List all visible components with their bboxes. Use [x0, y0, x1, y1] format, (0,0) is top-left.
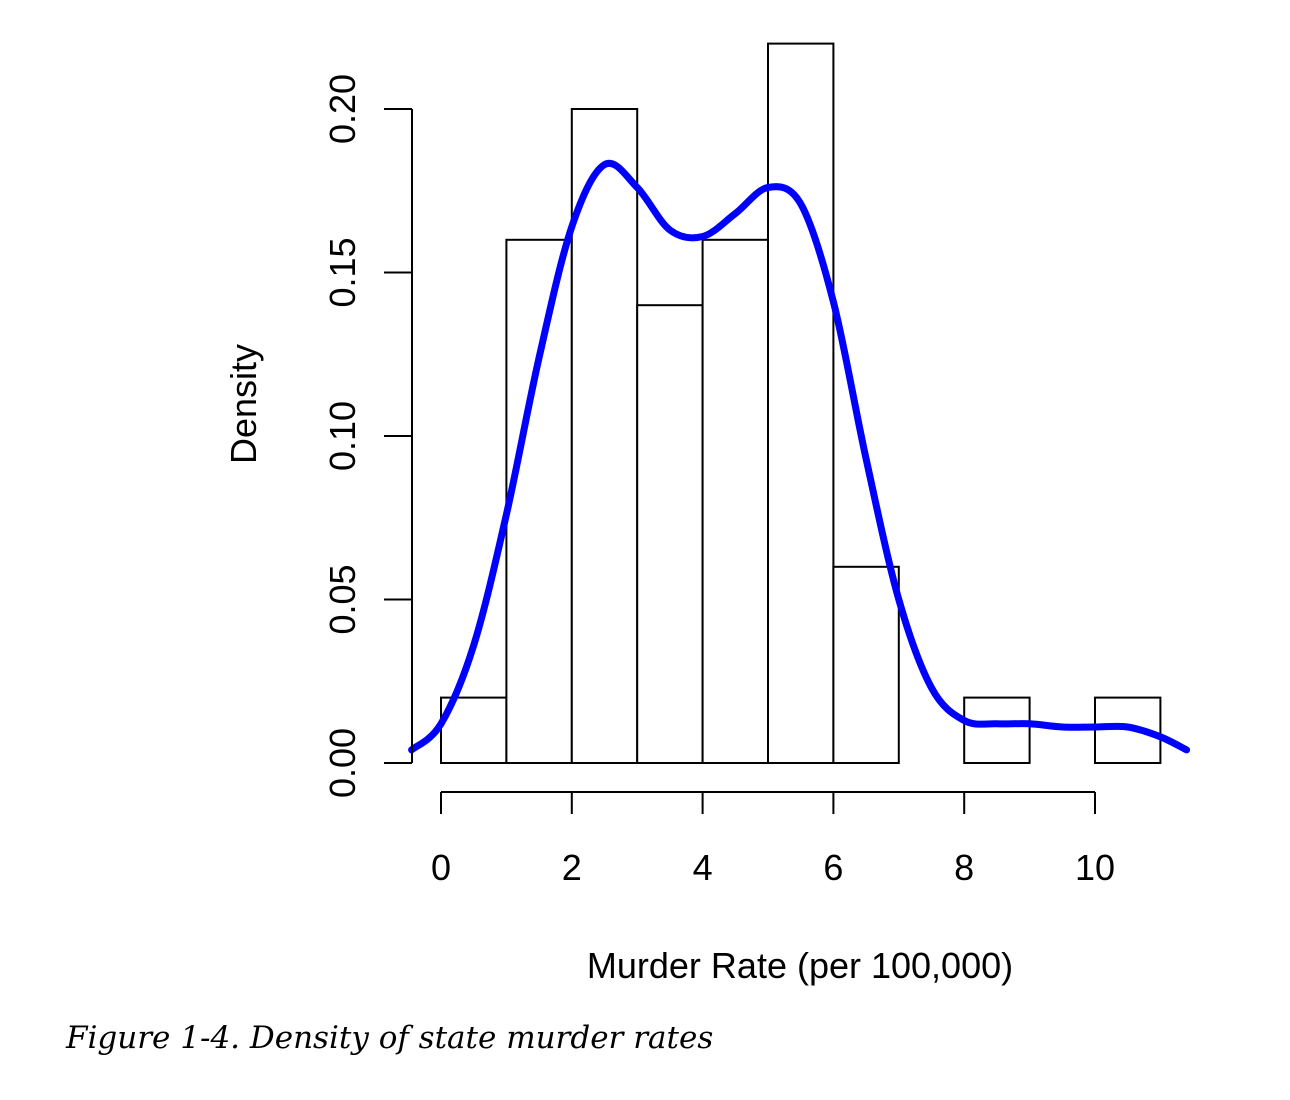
x-tick-label-0: 0 [431, 847, 451, 888]
y-axis: 0.00 0.05 0.10 0.15 0.20 [322, 74, 413, 798]
x-tick-label-2: 4 [693, 847, 713, 888]
x-axis: 0 2 4 6 8 10 [431, 791, 1115, 888]
y-tick-label-3: 0.15 [322, 237, 363, 307]
histogram-bar-5 [767, 42, 835, 765]
histogram-bar-2 [570, 108, 639, 764]
x-tick-label-5: 10 [1075, 847, 1115, 888]
density-curve [408, 159, 1191, 754]
figure-caption: Figure 1-4. Density of state murder rate… [66, 1020, 714, 1056]
histogram-bar-4 [701, 238, 769, 765]
histogram-bar-8 [963, 696, 1031, 764]
histogram-bars [440, 42, 1162, 765]
y-tick-label-0: 0.00 [322, 728, 363, 798]
histogram-bar-3 [636, 304, 704, 764]
x-axis-title: Murder Rate (per 100,000) [587, 945, 1013, 986]
y-tick-label-4: 0.20 [322, 74, 363, 144]
x-tick-label-3: 6 [823, 847, 843, 888]
y-axis-title: Density [223, 344, 264, 464]
x-tick-label-1: 2 [562, 847, 582, 888]
y-tick-label-2: 0.10 [322, 401, 363, 471]
y-tick-label-1: 0.05 [322, 564, 363, 634]
histogram-bar-6 [832, 565, 900, 764]
x-tick-label-4: 8 [954, 847, 974, 888]
histogram-bar-1 [505, 238, 573, 765]
density-curve-layer [408, 159, 1191, 754]
